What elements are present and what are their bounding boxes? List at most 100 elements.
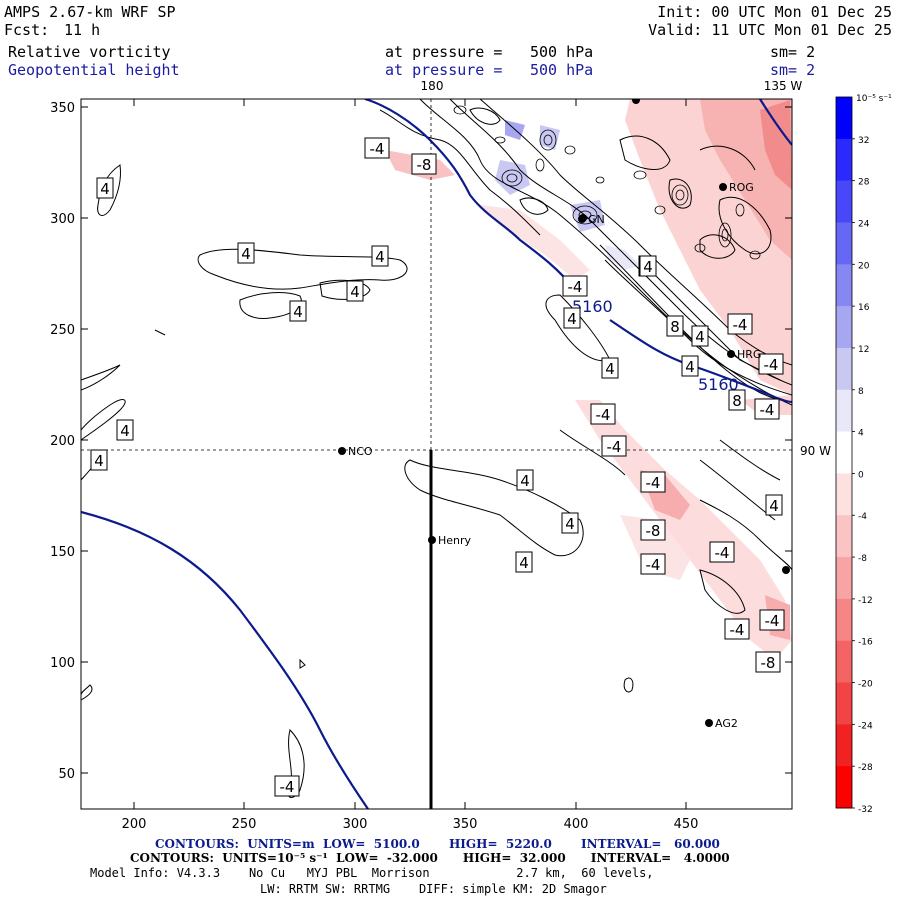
- station-marker: [705, 719, 713, 727]
- footer-model-info-1: Model Info: V4.3.3 No Cu MYJ PBL Morriso…: [90, 866, 654, 880]
- svg-text:-4: -4: [760, 401, 775, 419]
- colorbar-label: -4: [858, 512, 867, 522]
- svg-text:4: 4: [643, 258, 653, 276]
- station-marker: [338, 447, 346, 455]
- vorticity-contour-label: 4: [639, 255, 657, 277]
- vorticity-contour-label: -8: [640, 519, 666, 541]
- vorticity-contour-label: 4: [346, 280, 364, 302]
- y-tick-label: 200: [50, 434, 75, 449]
- svg-text:4: 4: [94, 452, 104, 470]
- colorbar-segment: [836, 598, 852, 642]
- colorbar-unit: 10⁻⁵ s⁻¹: [856, 94, 892, 104]
- vorticity-contour-label: 8: [728, 389, 746, 411]
- station-marker: [428, 536, 436, 544]
- vorticity-contours: [81, 99, 792, 798]
- field1-level-label: at pressure =: [385, 43, 503, 61]
- vorticity-contour-label: 4: [96, 177, 114, 199]
- vorticity-contour-label: 4: [371, 245, 389, 267]
- svg-text:-8: -8: [646, 522, 661, 540]
- svg-text:-4: -4: [765, 612, 780, 630]
- colorbar-segment: [836, 557, 852, 600]
- svg-text:-4: -4: [715, 544, 730, 562]
- meridian-135w-label: 135 W: [764, 79, 803, 93]
- station-hrg: HRG: [727, 348, 761, 361]
- vorticity-contour-label: -4: [640, 553, 666, 575]
- colorbar-segment: [836, 389, 852, 433]
- vorticity-contour-label: 4: [237, 242, 255, 264]
- field1-smooth: sm= 2: [770, 43, 816, 61]
- svg-text:4: 4: [375, 248, 385, 266]
- svg-text:4: 4: [241, 245, 251, 263]
- vorticity-contour-label: 4: [90, 449, 108, 471]
- vorticity-contour-label: -4: [709, 541, 735, 563]
- edge-station-marker: [579, 214, 587, 222]
- vorticity-contour-label: -4: [274, 775, 300, 797]
- svg-text:-4: -4: [730, 621, 745, 639]
- footer-vorticity-contours: CONTOURS: UNITS=10⁻⁵ s⁻¹ LOW= -32.000 HI…: [130, 851, 730, 865]
- colorbar-segment: [836, 682, 852, 725]
- colorbar-segment: [836, 138, 852, 182]
- svg-text:4: 4: [685, 358, 695, 376]
- station-layer: ROG HRG NCO Henry AG2 GN: [338, 99, 790, 730]
- svg-text:-4: -4: [646, 474, 661, 492]
- station-henry: Henry: [428, 534, 472, 547]
- height-contour-label-5160-b: 5160: [698, 375, 739, 394]
- svg-text:-4: -4: [607, 438, 622, 456]
- colorbar-label: 4: [858, 429, 864, 439]
- station-marker: [719, 183, 727, 191]
- vorticity-contour-label: -4: [727, 313, 753, 335]
- coastal-vorticity-detail: [453, 105, 761, 260]
- vorticity-contour-label: -4: [724, 618, 750, 640]
- colorbar-label: 0: [858, 470, 864, 480]
- x-tick-label: 250: [232, 817, 257, 832]
- vorticity-contour-label: -4: [562, 275, 588, 297]
- svg-text:4: 4: [520, 472, 530, 490]
- colorbar-segment: [836, 724, 852, 767]
- colorbar-segment: [836, 97, 852, 140]
- vorticity-label-layer: -4-84444444444444484-44-48-4-4-4-4-8-4-4…: [90, 137, 785, 797]
- colorbar-label: -28: [858, 763, 873, 773]
- vorticity-contour-label: 4: [516, 469, 534, 491]
- svg-text:4: 4: [100, 180, 110, 198]
- init-time: Init: 00 UTC Mon 01 Dec 25: [657, 3, 892, 21]
- vorticity-contour-label: -4: [364, 137, 390, 159]
- svg-text:-4: -4: [568, 278, 583, 296]
- meridian-180-label: 180: [421, 79, 444, 93]
- svg-text:4: 4: [120, 422, 130, 440]
- vorticity-contour-label: 4: [601, 357, 619, 379]
- colorbar-frame: [835, 96, 853, 809]
- field2-level-label: at pressure =: [385, 61, 503, 79]
- station-ag2: AG2: [705, 717, 738, 730]
- vorticity-contour-label: -4: [754, 398, 780, 420]
- colorbar-label: -24: [858, 721, 873, 731]
- svg-text:4: 4: [567, 310, 577, 328]
- colorbar-label: 8: [858, 387, 864, 397]
- plot-frame: [80, 98, 793, 810]
- svg-text:-4: -4: [370, 140, 385, 158]
- model-title: AMPS 2.67-km WRF SP: [4, 3, 176, 21]
- meridian-90w-label: 90 W: [800, 444, 831, 458]
- colorbar-label: 24: [858, 219, 870, 229]
- colorbar-label: -32: [858, 805, 873, 815]
- vorticity-contour-label: -8: [755, 651, 781, 673]
- vorticity-contour-label: 4: [289, 300, 307, 322]
- vorticity-contour-label: 4: [765, 494, 783, 516]
- svg-text:8: 8: [670, 318, 680, 336]
- field1-name: Relative vorticity: [8, 43, 171, 61]
- forecast-hours: 11 h: [64, 21, 101, 39]
- y-tick-label: 350: [50, 101, 75, 116]
- colorbar-label: -8: [858, 554, 867, 564]
- colorbar-label: 32: [858, 136, 869, 146]
- vorticity-contour-label: 4: [515, 551, 533, 573]
- vorticity-contour-label: 8: [666, 315, 684, 337]
- colorbar-label: -12: [858, 596, 873, 606]
- colorbar-segment: [836, 180, 852, 223]
- vorticity-contour-label: -4: [758, 353, 784, 375]
- geopotential-height-contours: [81, 99, 792, 809]
- svg-text:-4: -4: [280, 778, 295, 796]
- station-label: ROG: [729, 181, 754, 194]
- station-label: HRG: [737, 348, 761, 361]
- station-label: NCO: [348, 445, 373, 458]
- svg-text:4: 4: [350, 283, 360, 301]
